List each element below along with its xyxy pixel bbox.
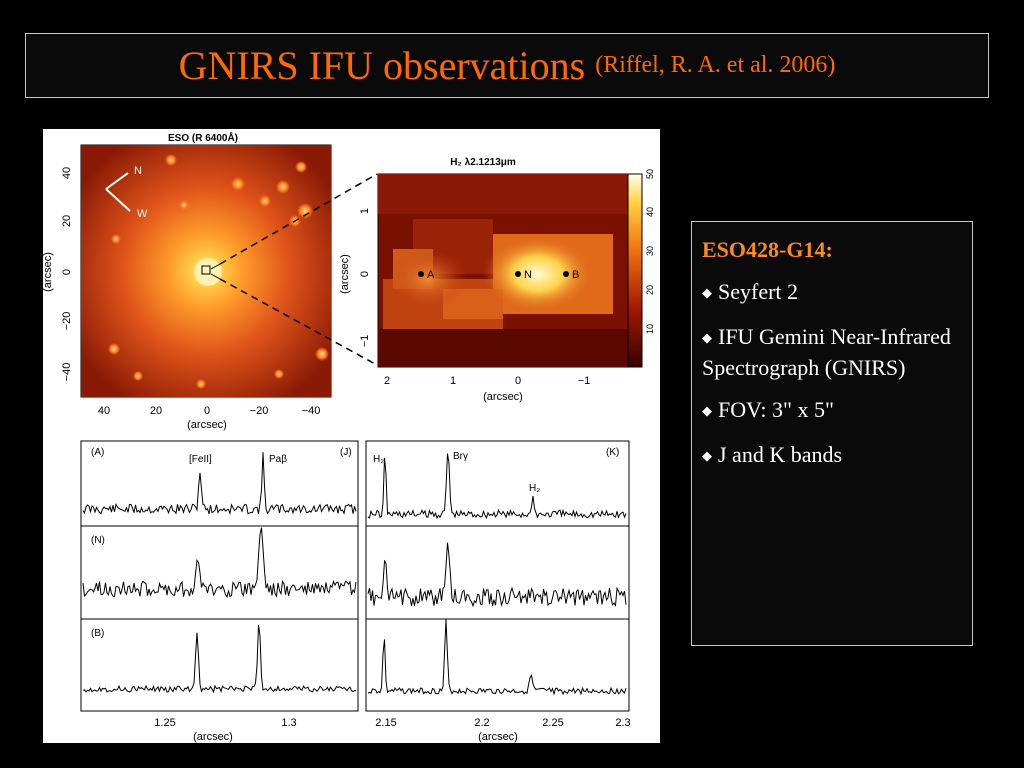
svg-text:20: 20 — [150, 405, 162, 417]
figure-svg: ESO (R 6400Å) N W 40 20 0 −20 −40 (arcse… — [42, 131, 655, 743]
svg-text:−20: −20 — [61, 312, 73, 331]
h2-map-pixels — [378, 174, 628, 367]
svg-text:2.3: 2.3 — [615, 717, 630, 729]
svg-text:0: 0 — [204, 405, 210, 417]
svg-text:B: B — [572, 269, 579, 281]
svg-text:A: A — [427, 269, 435, 281]
svg-text:(K): (K) — [606, 447, 619, 458]
h2-y-ticks: 1 0 −1 — [359, 208, 371, 347]
optical-x-ticks: 40 20 0 −20 −40 — [98, 405, 320, 417]
svg-text:2.15: 2.15 — [375, 717, 396, 729]
svg-text:N: N — [524, 269, 532, 281]
svg-text:Brγ: Brγ — [453, 451, 468, 462]
svg-text:1: 1 — [450, 375, 456, 387]
h2-map-points: A N B — [418, 269, 579, 281]
svg-text:2.2: 2.2 — [474, 717, 489, 729]
zoom-line-bottom — [219, 278, 378, 366]
svg-text:40: 40 — [98, 405, 110, 417]
zoom-line-top — [219, 173, 378, 265]
svg-text:H₂: H₂ — [373, 454, 384, 465]
title-box: GNIRS IFU observations (Riffel, R. A. et… — [25, 33, 989, 98]
spectra-j-frames — [80, 440, 630, 712]
h2-x-label: (arcsec) — [483, 391, 523, 403]
spectrum-b-k — [367, 618, 627, 696]
h2-colorbar — [627, 173, 643, 368]
slide-citation: (Riffel, R. A. et al. 2006) — [595, 52, 836, 78]
spectra-labels: (A) (N) (B) (J) (K) [FeII] Paβ H₂ Brγ H₂ — [91, 447, 619, 639]
svg-text:Paβ: Paβ — [269, 454, 287, 465]
spectrum-n-k — [367, 542, 627, 608]
svg-text:2: 2 — [384, 375, 390, 387]
optical-nucleus — [194, 258, 222, 286]
compass-n: N — [134, 165, 142, 177]
h2-map-title: H₂ λ2.1213μm — [450, 157, 516, 168]
bullet-item: ◆ Seyfert 2 — [702, 279, 799, 304]
svg-text:40: 40 — [645, 207, 655, 217]
diamond-bullet-icon: ◆ — [702, 448, 712, 463]
h2-y-label: (arcsec) — [339, 254, 351, 294]
svg-text:10: 10 — [645, 324, 655, 334]
svg-text:1.25: 1.25 — [154, 717, 175, 729]
bullet-item: ◆ IFU Gemini Near-Infrared Spectrograph (… — [702, 324, 951, 380]
svg-text:−1: −1 — [578, 375, 591, 387]
spectrum-b-j — [82, 624, 357, 694]
svg-text:0: 0 — [61, 269, 73, 275]
svg-text:40: 40 — [61, 167, 73, 179]
bullet-item: ◆ FOV: 3" x 5" — [702, 397, 834, 422]
optical-y-ticks: 40 20 0 −20 −40 — [61, 167, 73, 381]
spectrum-a-j — [82, 452, 357, 516]
optical-x-label: (arcsec) — [187, 419, 227, 431]
slide-title: GNIRS IFU observations — [178, 43, 586, 88]
svg-text:30: 30 — [645, 246, 655, 256]
optical-stars — [108, 154, 329, 389]
optical-title: ESO (R 6400Å) — [168, 131, 238, 144]
compass-w: W — [137, 208, 148, 220]
h2-x-ticks: 2 1 0 −1 — [384, 375, 590, 387]
svg-text:1: 1 — [359, 208, 371, 214]
svg-text:(B): (B) — [91, 628, 104, 639]
observation-figure: ESO (R 6400Å) N W 40 20 0 −20 −40 (arcse… — [42, 129, 660, 743]
svg-text:20: 20 — [61, 215, 73, 227]
svg-text:−1: −1 — [359, 335, 371, 348]
optical-y-label: (arcsec) — [43, 252, 54, 292]
object-heading: ESO428-G14: — [702, 237, 833, 262]
svg-text:[FeII]: [FeII] — [189, 454, 212, 465]
compass-icon: N W — [105, 165, 148, 220]
svg-text:0: 0 — [359, 271, 371, 277]
svg-text:H₂: H₂ — [529, 483, 540, 494]
diamond-bullet-icon: ◆ — [702, 403, 712, 418]
info-box: ESO428-G14: ◆ Seyfert 2 ◆ IFU Gemini Near-… — [691, 221, 973, 646]
colorbar-ticks: 50 40 30 20 10 — [645, 169, 655, 334]
spectra-j-x-label: (arcsec) — [193, 731, 233, 743]
spectra-x-ticks: 1.25 1.3 2.15 2.2 2.25 2.3 — [154, 717, 630, 729]
svg-text:20: 20 — [645, 285, 655, 295]
bullet-item: ◆ J and K bands — [702, 442, 843, 467]
spectrum-a-k — [367, 453, 627, 520]
svg-text:(N): (N) — [91, 535, 105, 546]
diamond-bullet-icon: ◆ — [702, 285, 712, 300]
optical-fov-box — [201, 265, 211, 275]
svg-text:50: 50 — [645, 169, 655, 179]
spectrum-n-j — [82, 527, 357, 599]
svg-text:−40: −40 — [302, 405, 321, 417]
svg-text:(J): (J) — [340, 447, 352, 458]
svg-text:2.25: 2.25 — [542, 717, 563, 729]
spectra-k-x-label: (arcsec) — [478, 731, 518, 743]
svg-text:0: 0 — [515, 375, 521, 387]
svg-text:−20: −20 — [250, 405, 269, 417]
svg-text:1.3: 1.3 — [281, 717, 296, 729]
diamond-bullet-icon: ◆ — [702, 330, 712, 345]
svg-text:(A): (A) — [91, 447, 104, 458]
svg-text:−40: −40 — [61, 363, 73, 382]
